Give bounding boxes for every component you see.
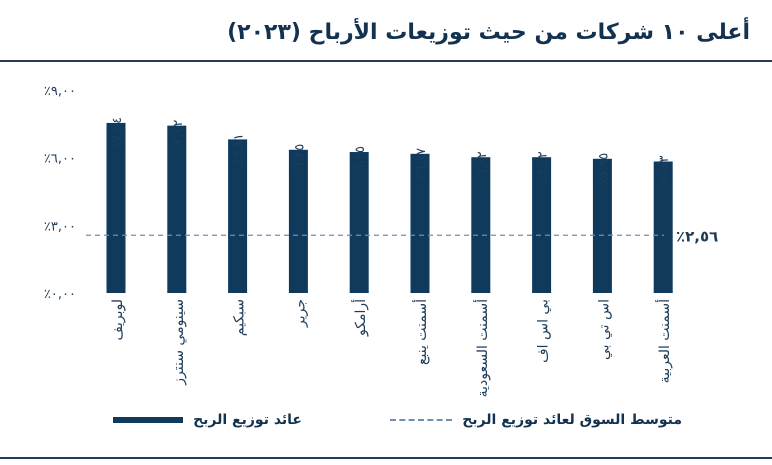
value-label: ٪٧,٥٤: [110, 117, 125, 149]
value-label: ٪٧,٤٢: [171, 120, 186, 152]
bar: [349, 152, 369, 293]
bar: [471, 157, 491, 293]
bars: [106, 122, 673, 293]
y-axis: ٪٠,٠٠ ٪٣,٠٠ ٪٦,٠٠ ٪٩,٠٠: [44, 84, 76, 302]
bar: [410, 153, 430, 293]
value-label: ٪٦,٨١: [232, 133, 247, 165]
bar: [592, 158, 612, 293]
value-label: ٪٥,٨٣: [657, 155, 672, 187]
chart-title: أعلى ١٠ شركات من حيث توزيعات الأرباح (٢٠…: [227, 20, 750, 45]
category-label: أسمنت السعودية: [473, 299, 491, 398]
value-label: ٪٦,٠٢: [475, 151, 490, 183]
y-tick-label: ٪٦,٠٠: [44, 152, 76, 167]
value-labels: ٪٧,٥٤ ٪٧,٤٢ ٪٦,٨١ ٪٦,٣٥ ٪٦,٢٥ ٪٦,١٧ ٪٦,٠٢ ٪٦,٠٢…: [110, 117, 672, 188]
top-divider: [0, 60, 772, 62]
legend-reference-label: متوسط السوق لعائد توزيع الربح: [462, 412, 682, 428]
reference-value-label: ٪٢,٥٦: [676, 227, 718, 245]
bar: [532, 157, 552, 293]
legend-bar-swatch: [113, 417, 184, 423]
bar: [106, 122, 126, 293]
category-label: جرير: [292, 299, 308, 328]
category-label: لوبريف: [110, 299, 126, 341]
bar: [228, 139, 248, 293]
bar: [653, 161, 673, 293]
x-axis-labels: لوبريف سينومي سنترز سبكيم جرير أرامكو أسمنت ي…: [110, 299, 673, 398]
value-label: ٪٦,٠٢: [536, 151, 551, 183]
y-tick-label: ٪٠,٠٠: [44, 287, 76, 302]
legend-reference: متوسط السوق لعائد توزيع الربح: [390, 412, 682, 428]
category-label: أرامكو: [351, 299, 369, 337]
bar: [167, 125, 187, 293]
legend-bar-label: عائد توزيع الربح: [193, 412, 302, 428]
bottom-divider: [0, 457, 772, 459]
y-tick-label: ٪٩,٠٠: [44, 84, 76, 99]
category-label: بي اس اف: [536, 299, 552, 363]
legend-bar: عائد توزيع الربح: [113, 412, 302, 428]
category-label: أسمنت ينبع: [412, 299, 430, 365]
category-label: أسمنت العربية: [655, 299, 673, 384]
value-label: ٪٥,٩٥: [596, 153, 611, 185]
legend-reference-swatch: [390, 419, 453, 421]
y-tick-label: ٪٣,٠٠: [44, 219, 76, 234]
value-label: ٪٦,٢٥: [353, 146, 368, 178]
category-label: سينومي سنترز: [171, 299, 187, 386]
value-label: ٪٦,١٧: [414, 148, 429, 180]
category-label: سبكيم: [232, 299, 248, 336]
bar: [288, 149, 308, 293]
category-label: اس تي بي: [596, 299, 612, 360]
reference-line: ٪٢,٥٦: [86, 227, 718, 245]
value-label: ٪٦,٣٥: [292, 144, 307, 176]
